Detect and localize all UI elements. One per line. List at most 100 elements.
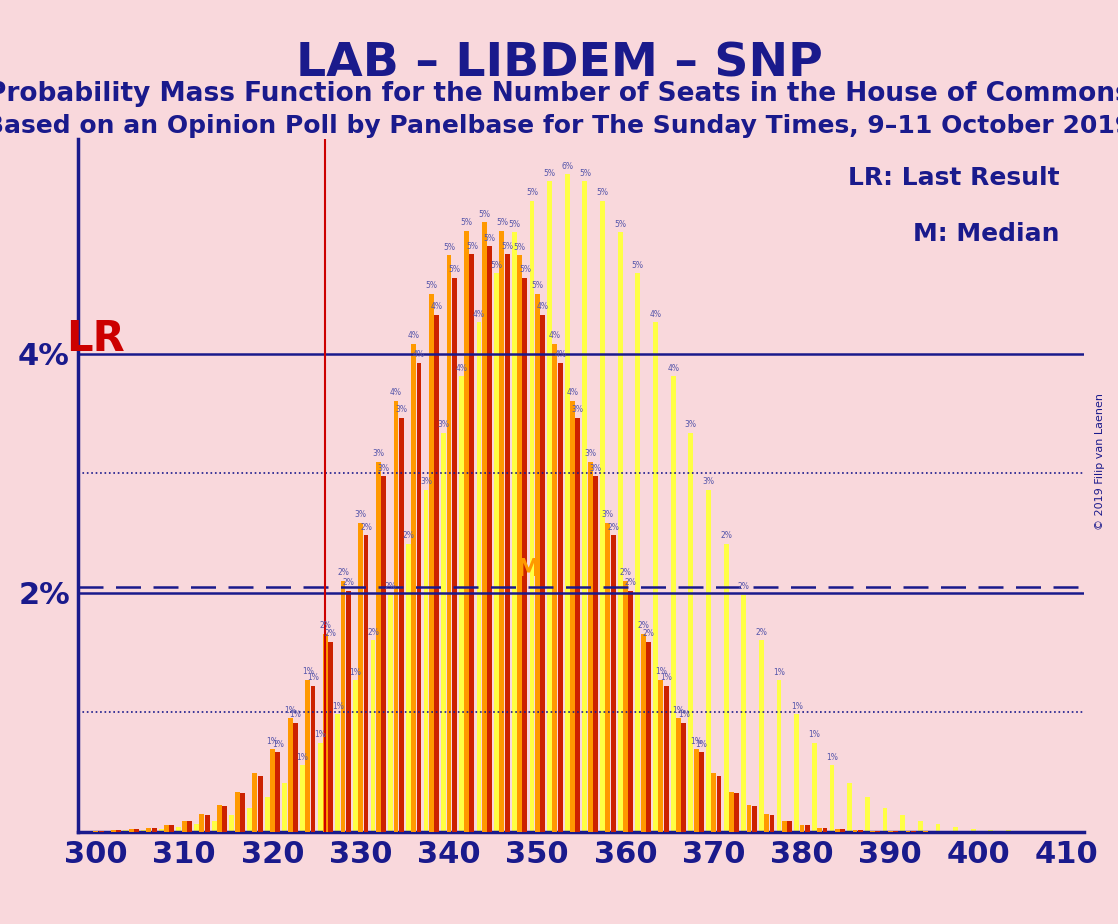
- Text: 2%: 2%: [756, 627, 767, 637]
- Text: 1%: 1%: [266, 736, 278, 746]
- Text: LR: Last Result: LR: Last Result: [847, 166, 1060, 190]
- Bar: [329, 641, 333, 832]
- Bar: [111, 831, 116, 832]
- Bar: [116, 831, 121, 832]
- Bar: [164, 825, 169, 832]
- Text: Probability Mass Function for the Number of Seats in the House of Commons: Probability Mass Function for the Number…: [0, 81, 1118, 107]
- Bar: [576, 418, 580, 832]
- Text: 2%: 2%: [342, 578, 354, 588]
- Text: 5%: 5%: [448, 265, 461, 274]
- Bar: [646, 641, 651, 832]
- Bar: [918, 821, 922, 832]
- Text: LR: LR: [67, 319, 125, 360]
- Bar: [664, 686, 669, 832]
- Text: 5%: 5%: [466, 241, 477, 250]
- Bar: [265, 797, 269, 832]
- Text: 2%: 2%: [625, 578, 637, 588]
- Bar: [593, 477, 598, 832]
- Text: 3%: 3%: [372, 449, 385, 458]
- Text: 1%: 1%: [808, 730, 821, 739]
- Bar: [699, 752, 704, 832]
- Bar: [847, 784, 852, 832]
- Text: M: M: [517, 556, 540, 580]
- Bar: [187, 821, 192, 832]
- Text: 4%: 4%: [567, 388, 578, 397]
- Bar: [229, 815, 235, 832]
- Bar: [841, 830, 845, 832]
- Text: 5%: 5%: [513, 243, 525, 251]
- Text: 3%: 3%: [685, 420, 697, 430]
- Text: 5%: 5%: [509, 220, 520, 228]
- Bar: [417, 363, 421, 832]
- Text: 3%: 3%: [601, 510, 614, 519]
- Text: 1%: 1%: [774, 668, 785, 676]
- Text: 4%: 4%: [390, 388, 402, 397]
- Text: M: Median: M: Median: [912, 222, 1060, 246]
- Bar: [257, 775, 263, 832]
- Bar: [600, 201, 605, 832]
- Text: 4%: 4%: [408, 331, 419, 340]
- Bar: [271, 749, 275, 832]
- Bar: [659, 680, 663, 832]
- Bar: [476, 322, 482, 832]
- Bar: [954, 827, 958, 832]
- Bar: [717, 775, 721, 832]
- Bar: [305, 680, 310, 832]
- Bar: [759, 640, 764, 832]
- Bar: [311, 686, 315, 832]
- Bar: [253, 773, 257, 832]
- Bar: [830, 765, 834, 832]
- Bar: [275, 752, 281, 832]
- Text: 3%: 3%: [585, 449, 596, 458]
- Text: 2%: 2%: [720, 531, 732, 541]
- Bar: [452, 278, 456, 832]
- Text: 5%: 5%: [501, 241, 513, 250]
- Bar: [376, 462, 381, 832]
- Text: 1%: 1%: [290, 710, 302, 719]
- Bar: [623, 581, 628, 832]
- Bar: [205, 815, 209, 832]
- Text: 1%: 1%: [673, 706, 684, 714]
- Bar: [534, 294, 540, 832]
- Text: 1%: 1%: [296, 753, 309, 762]
- Text: 1%: 1%: [350, 668, 361, 676]
- Bar: [794, 714, 799, 832]
- Bar: [676, 718, 681, 832]
- Bar: [323, 634, 328, 832]
- Text: 1%: 1%: [690, 736, 702, 746]
- Bar: [429, 294, 434, 832]
- Text: 2%: 2%: [619, 568, 632, 578]
- Bar: [134, 830, 139, 832]
- Bar: [689, 433, 693, 832]
- Text: 1%: 1%: [307, 673, 319, 682]
- Bar: [159, 829, 163, 832]
- Bar: [464, 231, 470, 832]
- Bar: [335, 714, 340, 832]
- Text: 4%: 4%: [473, 310, 485, 319]
- Bar: [388, 595, 394, 832]
- Text: 2%: 2%: [637, 621, 650, 630]
- Bar: [618, 232, 623, 832]
- Bar: [729, 792, 733, 832]
- Bar: [406, 544, 410, 832]
- Text: 5%: 5%: [579, 168, 591, 177]
- Bar: [247, 808, 252, 832]
- Bar: [240, 793, 245, 832]
- Bar: [671, 376, 675, 832]
- Bar: [235, 792, 239, 832]
- Text: 5%: 5%: [491, 261, 503, 270]
- Bar: [487, 246, 492, 832]
- Text: 3%: 3%: [589, 464, 601, 473]
- Bar: [129, 829, 134, 832]
- Bar: [610, 535, 616, 832]
- Bar: [170, 825, 174, 832]
- Text: 5%: 5%: [525, 188, 538, 197]
- Text: 2%: 2%: [738, 582, 750, 591]
- Text: 1%: 1%: [655, 667, 666, 676]
- Bar: [458, 376, 464, 832]
- Text: 2%: 2%: [324, 629, 337, 638]
- Bar: [182, 821, 187, 832]
- Bar: [211, 821, 217, 832]
- Bar: [540, 315, 544, 832]
- Bar: [765, 814, 769, 832]
